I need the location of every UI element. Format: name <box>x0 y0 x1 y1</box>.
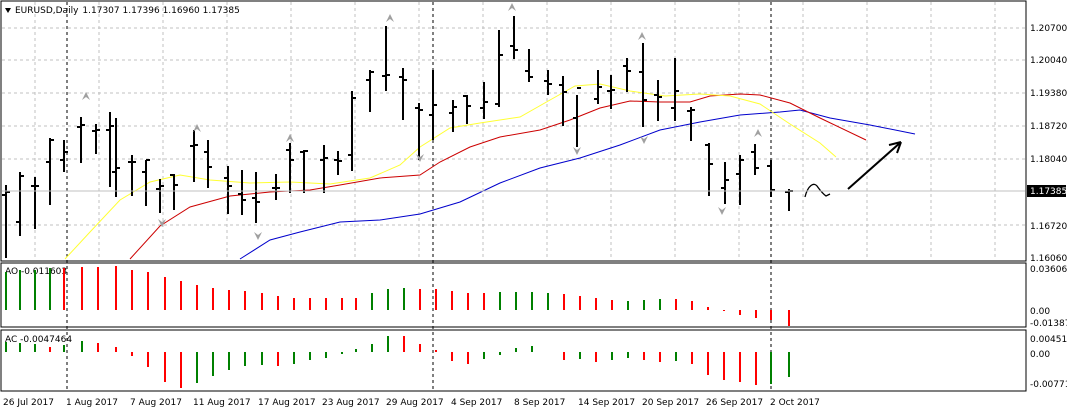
date-label: 26 Sep 2017 <box>706 398 763 408</box>
menu-triangle-icon[interactable] <box>5 8 11 13</box>
date-label: 1 Aug 2017 <box>66 398 118 408</box>
price-bars <box>2 16 793 258</box>
fractal-up-arrow-icon <box>754 129 762 137</box>
hand-drawn-arrow-icon <box>804 183 831 198</box>
date-label: 7 Aug 2017 <box>130 398 182 408</box>
fractal-down-arrow-icon <box>718 207 726 215</box>
price-label: 1.20700 <box>1030 24 1067 34</box>
date-label: 20 Sep 2017 <box>642 398 699 408</box>
chart-grid <box>2 2 1025 260</box>
fractal-down-arrow-icon <box>640 136 648 144</box>
ac-indicator-label: AC -0.0047464 <box>5 335 72 345</box>
date-label: 29 Aug 2017 <box>386 398 444 408</box>
price-scale: 1.20700 1.20040 1.19380 1.18720 1.18040 … <box>1030 24 1067 264</box>
ao-panel[interactable] <box>0 262 1027 328</box>
date-label: 14 Sep 2017 <box>578 398 635 408</box>
price-label: 1.18720 <box>1030 122 1067 132</box>
symbol-label: EURUSD,Daily 1.17307 1.17396 1.16960 1.17… <box>15 6 240 16</box>
ao-scale: 0.036064 0.00 -0.013873 <box>1030 265 1067 329</box>
ac-histogram <box>5 336 790 388</box>
ao-scale-label: -0.013873 <box>1030 319 1067 329</box>
date-label: 26 Jul 2017 <box>3 398 54 408</box>
fractal-down-arrow-icon <box>254 232 262 240</box>
price-label: 1.16720 <box>1030 222 1067 232</box>
fractal-up-arrow-icon <box>193 124 201 132</box>
ao-scale-label: 0.036064 <box>1030 265 1067 275</box>
ac-scale-label: 0.00 <box>1030 350 1050 360</box>
fractal-down-arrow-icon <box>573 147 581 155</box>
date-label: 11 Aug 2017 <box>193 398 251 408</box>
ac-panel[interactable] <box>0 329 1027 392</box>
ac-scale-label: -0.007716 <box>1030 380 1067 390</box>
trend-arrow-icon <box>847 141 902 190</box>
alligator-teeth-line <box>129 93 867 260</box>
ac-scale: 0.004516 0.00 -0.007716 <box>1030 335 1067 390</box>
price-label: 1.20040 <box>1030 56 1067 66</box>
price-label: 1.16060 <box>1030 254 1067 264</box>
fractal-down-arrow-icon <box>158 219 166 227</box>
date-label: 17 Aug 2017 <box>258 398 316 408</box>
date-label: 23 Aug 2017 <box>322 398 380 408</box>
ao-histogram <box>5 266 790 326</box>
ao-scale-label: 0.00 <box>1030 307 1050 317</box>
ao-indicator-label: AO -0.011603 <box>5 267 67 277</box>
alligator-lips-line <box>64 83 837 260</box>
date-label: 4 Sep 2017 <box>451 398 502 408</box>
current-price-label: 1.17385 <box>1030 187 1067 197</box>
fractal-up-arrow-icon <box>82 92 90 100</box>
ac-scale-label: 0.004516 <box>1030 335 1067 345</box>
fractal-markers <box>82 3 762 240</box>
date-label: 2 Oct 2017 <box>770 398 820 408</box>
fractal-up-arrow-icon <box>386 14 394 22</box>
date-axis: 26 Jul 2017 1 Aug 2017 7 Aug 2017 11 Aug… <box>3 398 820 408</box>
alligator-jaw-line <box>239 109 916 260</box>
date-label: 8 Sep 2017 <box>514 398 565 408</box>
price-label: 1.18040 <box>1030 155 1067 165</box>
fractal-up-arrow-icon <box>508 3 516 11</box>
fractal-up-arrow-icon <box>638 32 646 40</box>
current-price-marker <box>1027 185 1066 197</box>
price-label: 1.19380 <box>1030 89 1067 99</box>
fractal-down-arrow-icon <box>416 154 424 162</box>
fractal-up-arrow-icon <box>286 134 294 142</box>
